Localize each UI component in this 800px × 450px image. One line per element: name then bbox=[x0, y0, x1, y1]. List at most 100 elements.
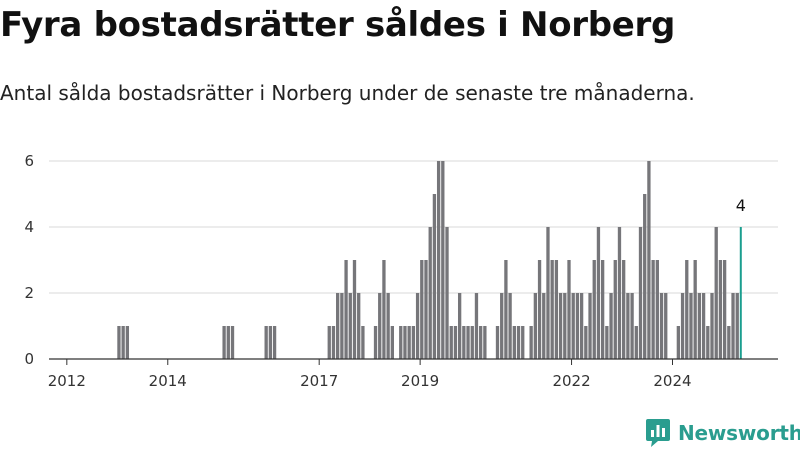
bar bbox=[466, 326, 470, 359]
bar bbox=[432, 194, 437, 359]
bar bbox=[680, 293, 685, 359]
bar bbox=[722, 260, 727, 359]
bar bbox=[588, 293, 592, 359]
bar bbox=[706, 326, 710, 359]
bar bbox=[676, 326, 681, 359]
bar bbox=[571, 293, 575, 359]
bar bbox=[579, 293, 584, 359]
bar bbox=[378, 293, 382, 359]
x-tick-label: 2017 bbox=[300, 372, 338, 390]
bar bbox=[537, 260, 542, 359]
bar bbox=[563, 293, 567, 359]
bar bbox=[731, 293, 735, 359]
bar bbox=[268, 326, 273, 359]
bar bbox=[546, 227, 550, 359]
bar bbox=[336, 293, 340, 359]
bar bbox=[542, 293, 546, 359]
chart-subtitle: Antal sålda bostadsrätter i Norberg unde… bbox=[0, 81, 695, 105]
bar bbox=[516, 326, 521, 359]
bar bbox=[575, 293, 580, 359]
bar bbox=[125, 326, 130, 359]
bar bbox=[462, 326, 466, 359]
bar bbox=[474, 293, 479, 359]
bar bbox=[403, 326, 407, 359]
bar bbox=[718, 260, 723, 359]
bar bbox=[331, 326, 336, 359]
brand-name: Newsworthy bbox=[678, 421, 800, 445]
bar bbox=[630, 293, 634, 359]
bars bbox=[117, 161, 742, 359]
bar bbox=[550, 260, 554, 359]
bar bbox=[230, 326, 235, 359]
bar bbox=[453, 326, 458, 359]
bar bbox=[457, 293, 462, 359]
bar bbox=[659, 293, 664, 359]
bar bbox=[344, 260, 348, 359]
bar bbox=[521, 326, 525, 359]
bar bbox=[121, 326, 125, 359]
bar bbox=[420, 260, 424, 359]
chart-title: Fyra bostadsrätter såldes i Norberg bbox=[0, 5, 676, 45]
bar bbox=[411, 326, 416, 359]
bar bbox=[470, 326, 474, 359]
bar bbox=[735, 293, 739, 359]
bar bbox=[361, 326, 365, 359]
bar bbox=[647, 161, 651, 359]
y-tick-label: 0 bbox=[24, 350, 34, 368]
bar-latest bbox=[739, 227, 742, 359]
bar bbox=[533, 293, 538, 359]
bar bbox=[558, 293, 563, 359]
bar bbox=[626, 293, 630, 359]
bar bbox=[348, 293, 352, 359]
newsworthy-logo: Newsworthy bbox=[646, 419, 800, 447]
bar bbox=[415, 293, 420, 359]
data-labels: 4 bbox=[736, 196, 746, 215]
latest-value-label: 4 bbox=[736, 196, 746, 215]
y-tick-label: 2 bbox=[24, 284, 34, 302]
bar bbox=[697, 293, 702, 359]
bar bbox=[643, 194, 647, 359]
x-tick-label: 2012 bbox=[48, 372, 86, 390]
x-tick-label: 2024 bbox=[653, 372, 691, 390]
bar bbox=[512, 326, 516, 359]
bar bbox=[504, 260, 508, 359]
newsworthy-logo-icon bbox=[646, 419, 670, 447]
bar bbox=[382, 260, 386, 359]
bar bbox=[390, 326, 394, 359]
bar bbox=[617, 227, 622, 359]
bar bbox=[634, 326, 638, 359]
bar bbox=[117, 326, 121, 359]
bar bbox=[222, 326, 226, 359]
bar bbox=[386, 293, 390, 359]
bar bbox=[272, 326, 277, 359]
bar bbox=[352, 260, 357, 359]
bar bbox=[399, 326, 403, 359]
bar bbox=[428, 227, 432, 359]
bar bbox=[357, 293, 361, 359]
bar bbox=[441, 161, 445, 359]
bar bbox=[600, 260, 605, 359]
bar bbox=[495, 326, 500, 359]
bar bbox=[483, 326, 487, 359]
bar bbox=[508, 293, 512, 359]
bar bbox=[714, 227, 718, 359]
bar bbox=[327, 326, 331, 359]
bar bbox=[264, 326, 268, 359]
x-tick-label: 2019 bbox=[401, 372, 439, 390]
bar bbox=[689, 293, 693, 359]
bar bbox=[449, 326, 453, 359]
y-tick-label: 6 bbox=[24, 152, 34, 170]
grid-lines bbox=[49, 160, 778, 294]
bar bbox=[407, 326, 411, 359]
bar bbox=[479, 326, 483, 359]
x-axis-ticks: 2012 2014 2017 2019 2022 2024 bbox=[48, 359, 692, 390]
bar bbox=[693, 260, 697, 359]
bar bbox=[609, 293, 613, 359]
bar bbox=[424, 260, 428, 359]
bar bbox=[651, 260, 655, 359]
y-axis-ticks: 0 2 4 6 bbox=[24, 152, 34, 368]
bar bbox=[567, 260, 571, 359]
bar bbox=[584, 326, 588, 359]
y-tick-label: 4 bbox=[24, 218, 34, 236]
